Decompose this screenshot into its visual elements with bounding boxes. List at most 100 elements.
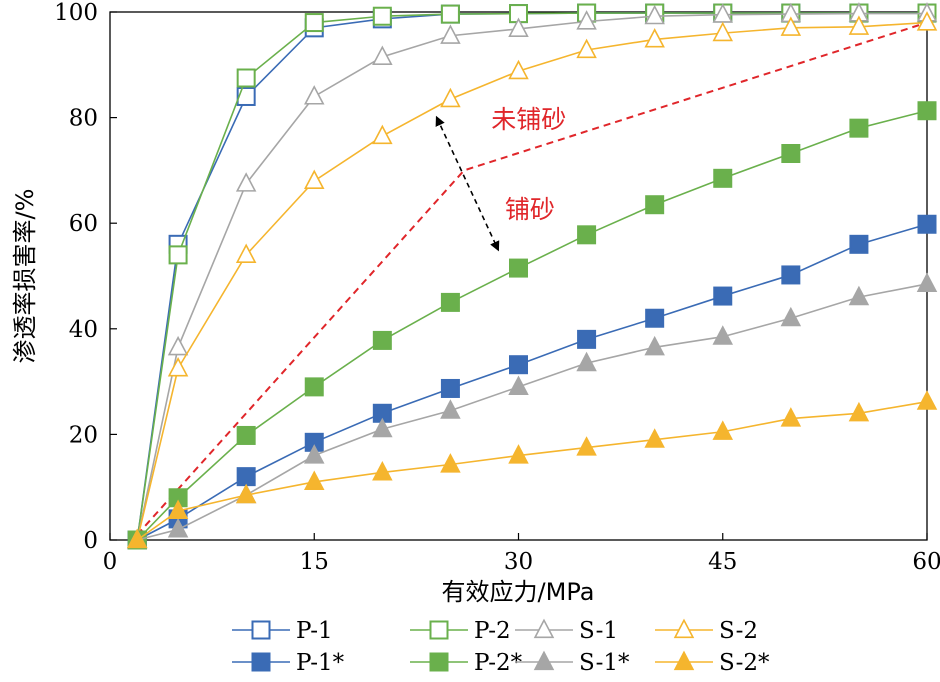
divider-line xyxy=(136,21,928,536)
x-tick-label: 45 xyxy=(708,549,737,575)
y-tick-label: 20 xyxy=(69,422,98,448)
legend-item: S-1* xyxy=(515,650,630,676)
data-point xyxy=(713,168,733,188)
data-point xyxy=(780,16,802,36)
series-line xyxy=(136,12,927,541)
series-line xyxy=(136,21,928,541)
data-point xyxy=(509,258,528,278)
data-point xyxy=(167,356,189,377)
data-point xyxy=(576,38,597,59)
data-point xyxy=(848,401,870,422)
data-point xyxy=(916,11,938,31)
data-point xyxy=(509,355,528,375)
series-p-2 xyxy=(127,3,937,550)
data-point xyxy=(236,425,256,445)
data-point xyxy=(303,169,325,190)
double-arrow xyxy=(435,115,500,252)
data-point xyxy=(508,444,529,464)
legend-item: S-2 xyxy=(655,618,758,644)
legend-item: P-1 xyxy=(232,618,333,644)
data-point xyxy=(372,45,393,65)
annotation-label: 未铺砂 xyxy=(491,105,566,134)
data-point xyxy=(303,444,325,464)
y-tick-label: 100 xyxy=(54,0,98,26)
legend-label: P-1 xyxy=(296,618,333,644)
divider-dashed-line xyxy=(136,21,928,536)
series-s-2-star xyxy=(126,390,938,549)
y-tick-label: 80 xyxy=(69,106,98,132)
x-tick-label: 15 xyxy=(300,549,329,575)
series-line xyxy=(136,109,928,541)
data-point xyxy=(236,467,256,487)
data-point xyxy=(126,528,148,549)
data-point xyxy=(780,407,802,427)
data-point xyxy=(576,436,597,456)
data-point xyxy=(440,378,460,398)
data-point xyxy=(508,17,529,37)
series-line xyxy=(137,283,928,541)
y-axis-ticks: 0 20 40 60 80 100 xyxy=(54,0,117,554)
data-point xyxy=(917,214,937,234)
legend-marker xyxy=(673,618,695,639)
data-point xyxy=(235,243,257,263)
data-point xyxy=(644,4,665,25)
data-point xyxy=(916,272,938,292)
data-point xyxy=(644,428,665,448)
data-point xyxy=(236,86,256,106)
legend-label: P-1* xyxy=(296,650,345,676)
x-tick-label: 30 xyxy=(504,549,533,575)
x-tick-label: 60 xyxy=(912,549,940,575)
data-point xyxy=(372,6,392,26)
data-point xyxy=(372,330,392,350)
data-point xyxy=(236,68,256,88)
x-axis-title: 有效应力/MPa xyxy=(442,578,595,606)
series-layer xyxy=(126,2,938,550)
data-point xyxy=(780,306,802,327)
data-point xyxy=(917,101,937,121)
y-tick-label: 60 xyxy=(69,211,98,237)
legend-marker xyxy=(429,652,449,672)
data-point xyxy=(235,172,257,192)
legend-marker xyxy=(673,650,695,671)
data-point xyxy=(168,245,188,265)
series-p-2-star xyxy=(127,101,937,550)
data-point xyxy=(440,292,460,312)
series-line xyxy=(136,12,927,541)
legend-item: P-2 xyxy=(410,618,511,644)
x-axis-ticks: 0 15 30 45 60 xyxy=(103,533,940,575)
data-point xyxy=(645,308,665,328)
series-line xyxy=(136,400,928,541)
data-point xyxy=(440,87,461,108)
x-tick-label: 0 xyxy=(103,549,118,575)
y-tick-label: 40 xyxy=(69,317,98,343)
series-line xyxy=(136,12,927,541)
data-point xyxy=(440,453,461,473)
data-point xyxy=(848,285,870,306)
legend-label: P-2* xyxy=(474,650,523,676)
data-point xyxy=(712,21,734,42)
data-point xyxy=(440,4,460,24)
data-point xyxy=(440,24,461,44)
legend-label: S-2 xyxy=(719,618,758,644)
data-point xyxy=(167,335,189,356)
series-s-1-star xyxy=(126,272,938,549)
data-point xyxy=(712,325,734,345)
data-point xyxy=(372,124,393,145)
y-axis-title: 渗透率损害率/% xyxy=(11,189,39,364)
data-point xyxy=(167,518,189,538)
data-point xyxy=(304,377,324,397)
data-point xyxy=(849,234,869,254)
data-point xyxy=(849,118,869,138)
data-point xyxy=(645,195,665,215)
data-point xyxy=(576,10,597,30)
legend-marker xyxy=(251,652,271,672)
legend: P-1 P-2 S-1 S-2 P-1* P-2* S-1* S-2* xyxy=(232,618,770,676)
data-point xyxy=(508,375,529,395)
legend-item: S-1 xyxy=(515,618,618,644)
data-point xyxy=(781,144,801,164)
legend-label: S-1 xyxy=(579,618,618,644)
data-point xyxy=(712,420,734,440)
data-point xyxy=(713,286,733,306)
